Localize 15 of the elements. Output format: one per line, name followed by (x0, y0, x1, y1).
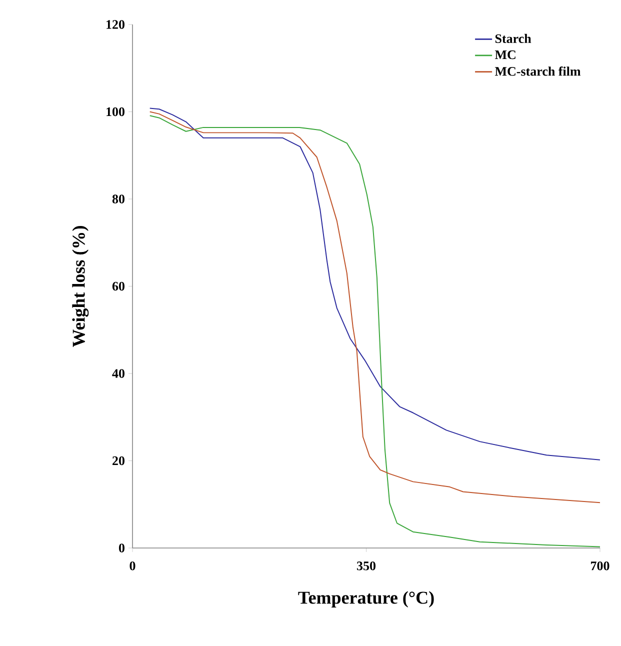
legend-label: MC-starch film (494, 66, 581, 76)
x-tick-label: 350 (356, 562, 376, 570)
legend-label: Starch (495, 34, 532, 44)
y-tick-label: 100 (106, 107, 124, 116)
y-tick-label: 40 (112, 369, 124, 378)
y-tick-label: 120 (106, 20, 124, 29)
y-tick-label: 80 (112, 194, 124, 204)
y-tick-label: 60 (112, 282, 124, 291)
y-tick-label: 0 (118, 544, 124, 552)
y-tick-label: 20 (112, 456, 124, 466)
x-axis-title: Temperature (°C) (298, 591, 434, 608)
x-tick-label: 700 (590, 562, 610, 570)
y-axis-title: Weight loss (%) (72, 226, 89, 347)
x-tick-label: 0 (130, 562, 136, 570)
legend-label: MC (494, 50, 516, 60)
